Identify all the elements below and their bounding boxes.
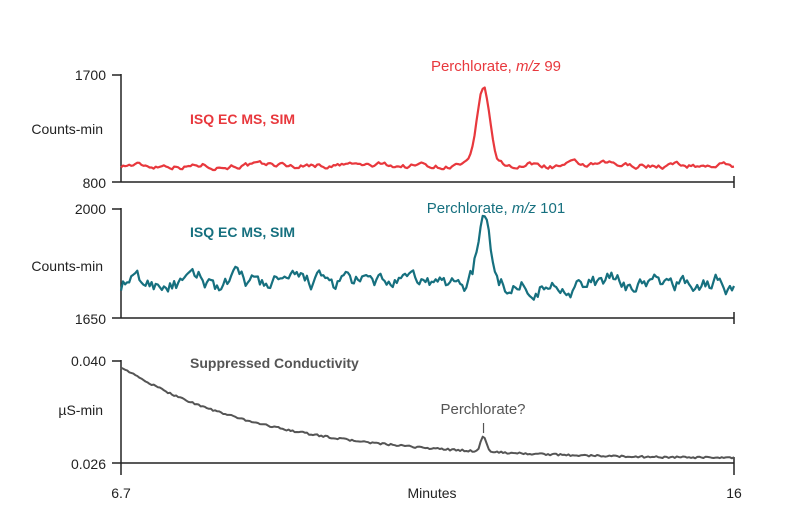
panel-ms99: 1700 800 Counts-min ISQ EC MS, SIM Perch… [31,58,735,191]
panel-ms99-peak-annotation: Perchlorate, m/z 99 [431,58,561,75]
panel-ms99-ytick-label-top: 1700 [75,67,106,83]
panel-ms99-ytick-label-bottom: 800 [83,175,107,191]
panel-cond-ytick-label-top: 0.040 [71,353,106,369]
panel-ms101-ylabel: Counts-min [31,258,103,274]
panel-ms99-ylabel: Counts-min [31,121,103,137]
panel-ms99-trace-line [120,86,735,172]
panel-cond-ytick-label-bottom: 0.026 [71,456,106,472]
x-tick-label-right: 16 [726,485,742,501]
panel-ms101-trace-line [119,214,736,301]
panel-ms101: 2000 1650 Counts-min ISQ EC MS, SIM Perc… [31,200,736,327]
panel-cond-series-label: Suppressed Conductivity [190,355,359,371]
panel-cond-ylabel: µS-min [58,402,103,418]
panel-ms101-ytick-label-bottom: 1650 [75,311,106,327]
panel-ms101-series-label: ISQ EC MS, SIM [190,224,295,240]
panel-ms99-series-label: ISQ EC MS, SIM [190,111,295,127]
x-axis-title: Minutes [407,485,456,501]
panel-cond-trace-line [120,366,735,460]
x-tick-label-left: 6.7 [111,485,131,501]
panel-ms101-ytick-label-top: 2000 [75,201,106,217]
panel-cond-peak-annotation: Perchlorate? [440,401,525,418]
panel-cond: 0.040 0.026 µS-min Suppressed Conductivi… [58,353,735,475]
panel-ms101-peak-annotation: Perchlorate, m/z 101 [427,200,565,217]
